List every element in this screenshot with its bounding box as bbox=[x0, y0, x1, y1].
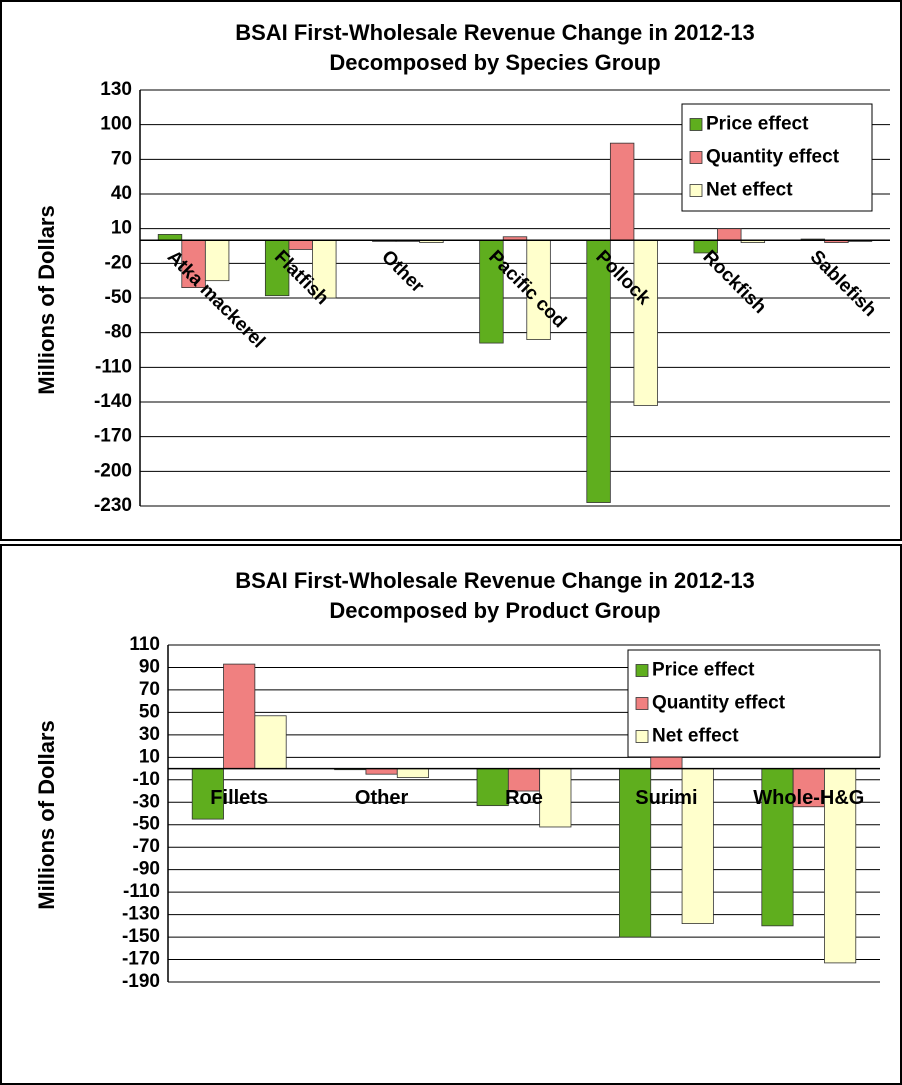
bar bbox=[396, 768, 429, 778]
y-tick-label: -10 bbox=[133, 769, 160, 790]
y-tick-label: -110 bbox=[95, 356, 132, 377]
y-tick-label: -50 bbox=[133, 814, 160, 835]
bar bbox=[586, 239, 611, 503]
legend-label: Net effect bbox=[652, 726, 739, 747]
bar bbox=[539, 768, 572, 828]
y-tick-label: -30 bbox=[133, 791, 160, 812]
chart-subtitle: Decomposed by Product Group bbox=[329, 598, 660, 623]
legend-label: Price effect bbox=[652, 660, 755, 681]
legend-swatch bbox=[635, 730, 649, 743]
y-tick-label: -50 bbox=[105, 287, 132, 308]
legend-label: Price effect bbox=[706, 114, 809, 135]
legend-swatch bbox=[635, 664, 649, 677]
legend-label: Quantity effect bbox=[706, 147, 840, 168]
y-tick-label: -20 bbox=[105, 252, 132, 273]
y-tick-label: -110 bbox=[123, 881, 160, 902]
bar bbox=[365, 768, 398, 775]
y-tick-label: -230 bbox=[94, 495, 132, 516]
bar bbox=[204, 239, 230, 282]
x-tick-label: Whole-H&G bbox=[753, 787, 864, 809]
y-tick-label: -190 bbox=[122, 971, 160, 992]
bar bbox=[633, 239, 658, 406]
y-tick-label: 70 bbox=[139, 679, 160, 700]
y-tick-label: -80 bbox=[105, 322, 132, 343]
panel-border bbox=[0, 0, 902, 541]
y-tick-label: 10 bbox=[111, 218, 132, 239]
legend-swatch bbox=[689, 184, 703, 197]
y-tick-label: -90 bbox=[133, 859, 160, 880]
bar bbox=[650, 755, 683, 769]
bar bbox=[761, 768, 794, 927]
y-axis-label: Millions of Dollars bbox=[34, 205, 59, 394]
bar bbox=[254, 715, 287, 769]
y-tick-label: 50 bbox=[139, 701, 160, 722]
bar bbox=[619, 768, 652, 938]
y-tick-label: -150 bbox=[122, 926, 160, 947]
chart-title: BSAI First-Wholesale Revenue Change in 2… bbox=[235, 568, 755, 593]
x-tick-label: Surimi bbox=[635, 787, 697, 809]
y-tick-label: 10 bbox=[139, 746, 160, 767]
y-tick-label: -170 bbox=[122, 949, 160, 970]
y-tick-label: 130 bbox=[100, 79, 132, 100]
y-tick-label: -130 bbox=[122, 904, 160, 925]
y-axis-label: Millions of Dollars bbox=[34, 720, 59, 909]
bar bbox=[476, 768, 509, 807]
legend-label: Net effect bbox=[706, 180, 793, 201]
panel-border bbox=[0, 544, 902, 1085]
y-tick-label: 110 bbox=[129, 634, 160, 655]
x-tick-label: Fillets bbox=[210, 787, 268, 809]
bar bbox=[223, 663, 256, 769]
y-tick-label: -170 bbox=[94, 426, 132, 447]
y-tick-label: 40 bbox=[111, 183, 132, 204]
chart-subtitle: Decomposed by Species Group bbox=[329, 50, 660, 75]
bar bbox=[792, 768, 825, 808]
legend-swatch bbox=[635, 697, 649, 710]
y-tick-label: -70 bbox=[133, 836, 160, 857]
chart-title: BSAI First-Wholesale Revenue Change in 2… bbox=[235, 20, 755, 45]
legend-swatch bbox=[689, 151, 703, 164]
legend-swatch bbox=[689, 118, 703, 131]
legend-label: Quantity effect bbox=[652, 693, 786, 714]
bar bbox=[681, 768, 714, 924]
y-tick-label: 70 bbox=[111, 148, 132, 169]
bar bbox=[609, 142, 635, 241]
x-tick-label: Other bbox=[355, 787, 409, 809]
legend-box bbox=[681, 103, 873, 212]
y-tick-label: 30 bbox=[139, 724, 160, 745]
legend-box bbox=[627, 649, 881, 758]
bar bbox=[157, 234, 183, 241]
bar bbox=[717, 228, 742, 241]
y-tick-label: 100 bbox=[100, 114, 132, 135]
y-tick-label: -200 bbox=[94, 460, 132, 481]
y-tick-label: -140 bbox=[94, 391, 132, 412]
bar bbox=[288, 239, 313, 250]
y-tick-label: 90 bbox=[139, 656, 160, 677]
bar bbox=[191, 768, 224, 820]
x-tick-label: Roe bbox=[505, 787, 543, 809]
